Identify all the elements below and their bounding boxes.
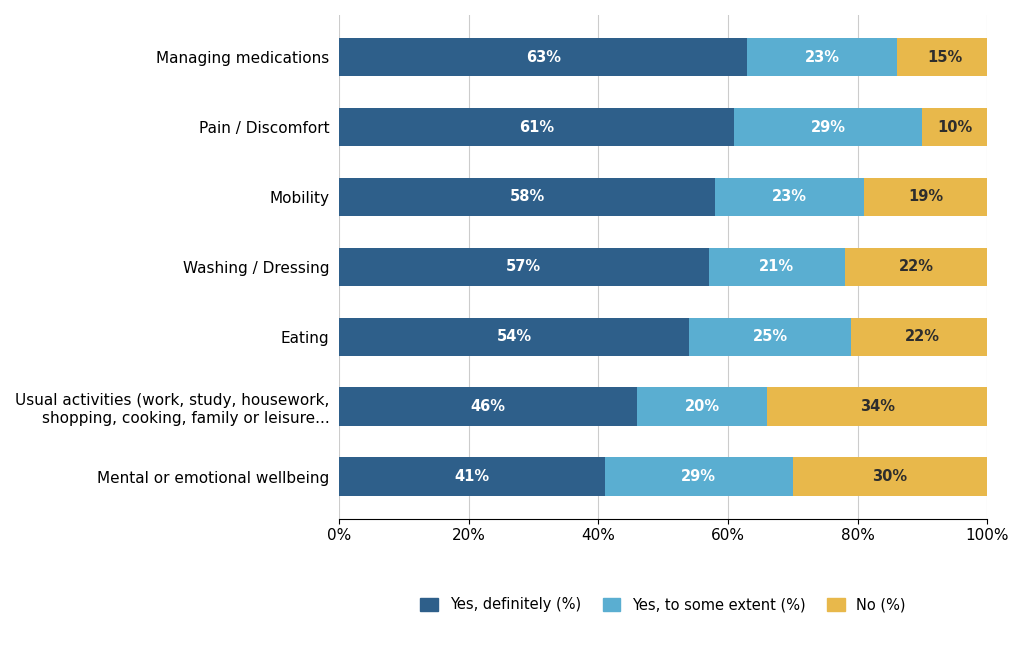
Bar — [715, 178, 864, 216]
Text: 61%: 61% — [519, 120, 554, 134]
Bar — [339, 317, 689, 356]
Bar — [339, 38, 748, 76]
Text: 41%: 41% — [455, 469, 489, 484]
Text: 20%: 20% — [684, 399, 720, 414]
Bar — [851, 317, 993, 356]
Text: 58%: 58% — [509, 190, 545, 204]
Text: 23%: 23% — [805, 49, 840, 65]
Legend: Yes, definitely (%), Yes, to some extent (%), No (%): Yes, definitely (%), Yes, to some extent… — [415, 592, 911, 618]
Bar — [339, 248, 709, 286]
Bar — [339, 178, 715, 216]
Bar — [923, 108, 987, 146]
Text: 57%: 57% — [506, 259, 542, 275]
Text: 25%: 25% — [753, 329, 787, 344]
Text: 15%: 15% — [928, 49, 963, 65]
Text: 23%: 23% — [772, 190, 807, 204]
Bar — [689, 317, 851, 356]
Bar — [793, 458, 987, 496]
Text: 22%: 22% — [905, 329, 940, 344]
Text: 29%: 29% — [681, 469, 717, 484]
Bar — [734, 108, 923, 146]
Bar — [767, 387, 987, 426]
Bar — [845, 248, 987, 286]
Text: 19%: 19% — [908, 190, 943, 204]
Text: 29%: 29% — [811, 120, 846, 134]
Bar — [864, 178, 987, 216]
Text: 54%: 54% — [497, 329, 531, 344]
Text: 63%: 63% — [525, 49, 561, 65]
Bar — [637, 387, 767, 426]
Text: 10%: 10% — [937, 120, 973, 134]
Text: 22%: 22% — [898, 259, 934, 275]
Bar — [896, 38, 993, 76]
Text: 30%: 30% — [872, 469, 907, 484]
Bar — [709, 248, 845, 286]
Bar — [339, 458, 605, 496]
Bar — [339, 108, 734, 146]
Bar — [339, 387, 637, 426]
Bar — [748, 38, 896, 76]
Text: 34%: 34% — [859, 399, 895, 414]
Text: 21%: 21% — [759, 259, 795, 275]
Bar — [605, 458, 793, 496]
Text: 46%: 46% — [471, 399, 506, 414]
